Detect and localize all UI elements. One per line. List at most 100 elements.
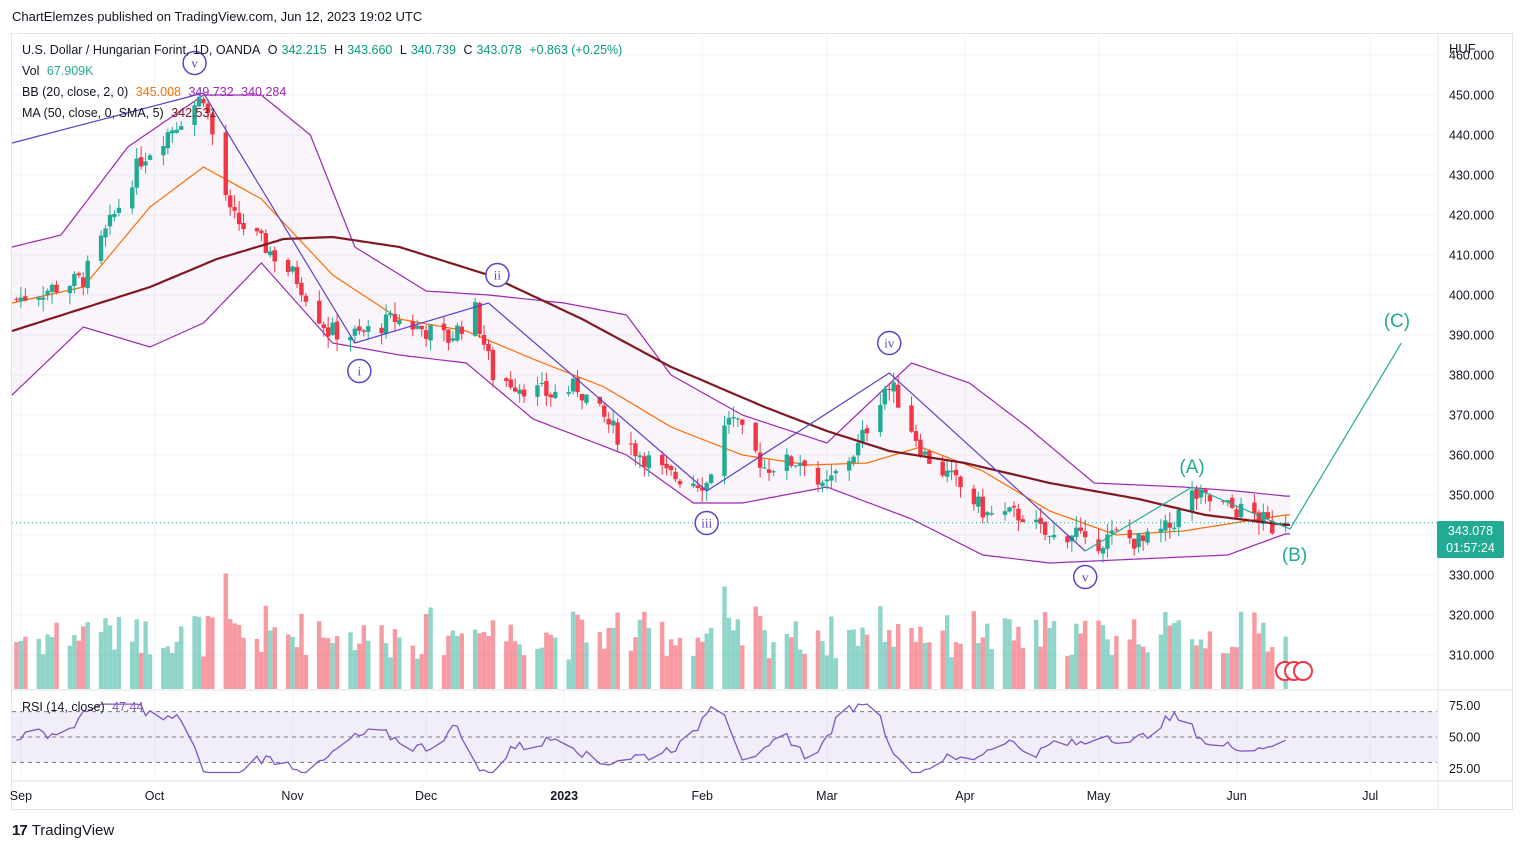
volume-bar [535, 648, 540, 689]
candle-body [330, 322, 335, 335]
volume-bar [606, 627, 611, 689]
candle-body [980, 496, 985, 518]
candle-body [441, 323, 447, 331]
time-tick-label: Mar [816, 789, 838, 803]
price-tick-label: 400.000 [1449, 289, 1494, 303]
time-tick-label: May [1087, 789, 1111, 803]
candle-body [1189, 490, 1195, 512]
volume-bar [691, 656, 696, 689]
volume-bar [646, 627, 651, 689]
volume-bar [1083, 620, 1088, 689]
candle-body [833, 470, 839, 474]
price-tick-label: 430.000 [1449, 169, 1494, 183]
low-label: L [399, 43, 407, 57]
volume-bar [85, 622, 90, 689]
candle-body [54, 284, 59, 293]
candle-body [504, 378, 509, 381]
time-tick-label: Feb [691, 789, 713, 803]
volume-bar [67, 645, 73, 689]
moving-average [11, 235, 1437, 527]
candle-body [472, 302, 478, 336]
price-tick-label: 410.000 [1449, 249, 1494, 263]
candle-body [1172, 527, 1177, 529]
candle-body [891, 382, 896, 392]
volume-bar [459, 633, 464, 689]
volume-bar [980, 637, 985, 689]
volume-bar [18, 640, 24, 689]
candle-body [882, 388, 888, 405]
volume-bar [878, 606, 883, 689]
volume-bar [179, 626, 184, 689]
candle-body [192, 105, 197, 126]
legend-bollinger[interactable]: BB (20, close, 2, 0) 345.008 349.732 340… [22, 85, 290, 99]
candle-body [23, 296, 28, 301]
candle-body [1238, 503, 1244, 518]
candle-body [450, 338, 456, 341]
volume-bar [740, 645, 745, 689]
candle-body [740, 419, 745, 425]
candle-body [236, 212, 242, 225]
candle-body [299, 282, 304, 296]
legend-volume[interactable]: Vol 67.909K [22, 64, 97, 78]
volume-bar [285, 634, 291, 689]
volume-bar [922, 642, 928, 689]
candle-body [317, 300, 322, 324]
candle-body [913, 431, 919, 441]
candle-body [49, 284, 55, 292]
candle-body [673, 471, 678, 480]
volume-bar [1207, 631, 1213, 689]
candle-body [85, 260, 90, 289]
candle-body [1065, 536, 1070, 543]
legend-ma[interactable]: MA (50, close, 0, SMA, 5) 342.531 [22, 106, 220, 120]
candle-body [1047, 535, 1052, 537]
volume-bar [544, 632, 549, 689]
candle-body [668, 465, 674, 471]
volume-bar [1194, 645, 1199, 689]
candle-body [1252, 502, 1257, 514]
volume-bar [793, 621, 798, 689]
volume-bar [1256, 633, 1262, 689]
volume-bar [1229, 646, 1235, 689]
candle-body [419, 325, 424, 330]
volume-bar [953, 642, 959, 689]
footer-branding[interactable]: 17 TradingView [12, 822, 114, 839]
volume-bar [1114, 636, 1119, 689]
candle-body [383, 314, 389, 334]
currency-label[interactable]: HUF [1449, 41, 1476, 56]
candle-body [1007, 507, 1012, 512]
volume-bar [784, 633, 790, 689]
candle-body [486, 343, 491, 352]
candle-body [704, 482, 709, 490]
candle-body [579, 393, 585, 401]
volume-bar [40, 654, 46, 689]
rsi-value: 47.44 [112, 700, 144, 714]
volume-bar [1047, 627, 1052, 689]
candle-body [753, 422, 758, 451]
volume-bar [361, 625, 366, 689]
wave-label: iii [701, 516, 712, 531]
volume-bar [802, 653, 807, 689]
volume-bar [379, 625, 384, 689]
bb-upper-value: 349.732 [188, 85, 234, 99]
candle-body [241, 222, 246, 230]
volume-bar [303, 655, 309, 689]
ma-value: 342.531 [171, 106, 217, 120]
candle-body [161, 146, 166, 156]
volume-bar [348, 632, 353, 689]
legend-rsi[interactable]: RSI (14, close) 47.44 [22, 700, 147, 714]
volume-bar [673, 645, 678, 689]
candle-body [771, 471, 776, 473]
candle-body [789, 456, 794, 466]
candle-body [116, 207, 122, 214]
volume-bar [1158, 634, 1164, 689]
volume-bar [268, 630, 273, 689]
candle-body [1100, 548, 1106, 554]
volume-bar [570, 611, 576, 689]
volume-bar [423, 614, 429, 689]
candle-body [392, 313, 398, 322]
event-icon[interactable] [1293, 661, 1313, 681]
candle-body [1229, 497, 1235, 508]
volume-bar [1096, 620, 1101, 689]
candle-body [205, 103, 211, 113]
